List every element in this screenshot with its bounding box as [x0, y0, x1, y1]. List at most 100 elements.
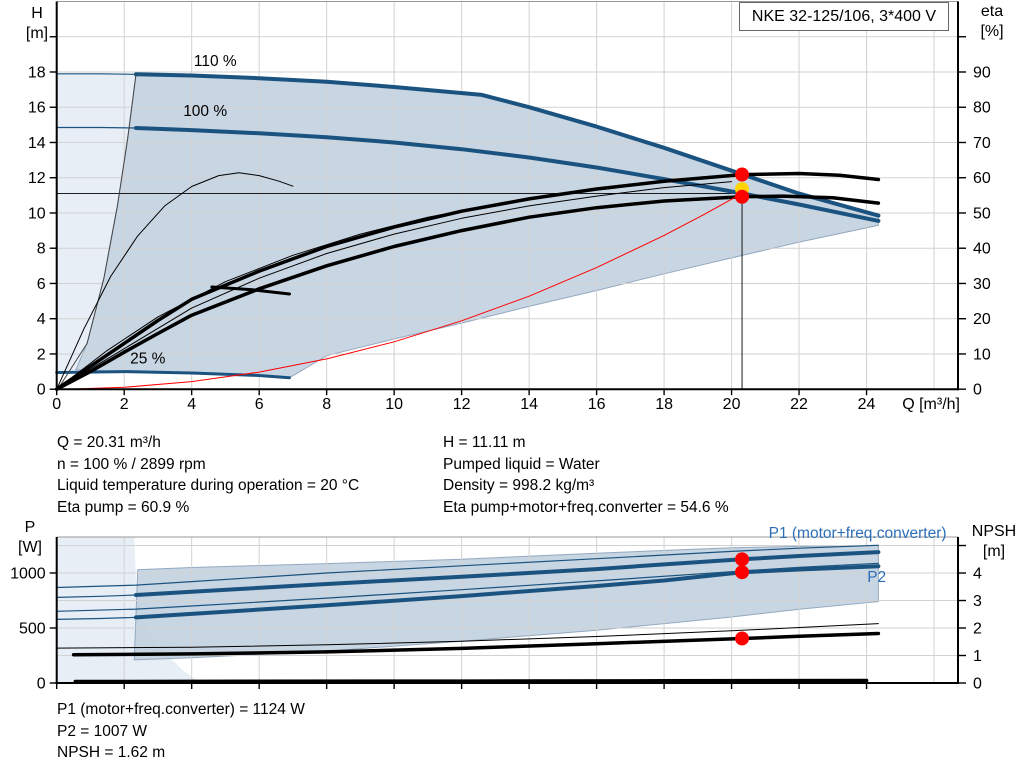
- tick-label-bottom: 14: [520, 396, 538, 413]
- curve-label: 25 %: [130, 351, 166, 368]
- eta-total-curve: [54, 194, 881, 391]
- tick-label-bottom: 24: [858, 396, 876, 413]
- tick-label-left: 6: [37, 276, 46, 293]
- detail-line: Liquid temperature during operation = 20…: [57, 477, 360, 495]
- tick-label-right: 0: [973, 676, 982, 693]
- curve-label: P1 (motor+freq.converter): [769, 525, 947, 542]
- curve-label: P2: [867, 569, 886, 586]
- curve-label: 100 %: [183, 103, 227, 120]
- p1-point: [735, 552, 750, 567]
- tick-label-right: 70: [973, 135, 991, 152]
- y-right-axis-title: [m]: [983, 543, 1005, 560]
- pump-title: NKE 32-125/106, 3*400 V: [751, 7, 937, 25]
- tick-label-right: 2: [973, 621, 982, 638]
- p2-100: [134, 564, 881, 620]
- tick-label-bottom: 6: [255, 396, 264, 413]
- y-right-axis-title: [%]: [980, 23, 1003, 40]
- tick-label-left: 500: [19, 620, 46, 637]
- p1-100: [134, 550, 881, 597]
- tick-label-right: 3: [973, 593, 982, 610]
- tick-label-right: 50: [973, 205, 991, 222]
- tick-label-right: 60: [973, 170, 991, 187]
- tick-label-left: 0: [37, 382, 46, 399]
- eta-curve-thin-2: [56, 187, 614, 390]
- eta-25-end: [210, 285, 291, 296]
- y-left-axis-title: [W]: [18, 539, 42, 556]
- tick-label-bottom: 12: [453, 396, 471, 413]
- tick-label-right: 20: [973, 311, 991, 328]
- tick-label-bottom: 10: [385, 396, 403, 413]
- duty-point: [735, 189, 750, 204]
- pump-title-box: NKE 32-125/106, 3*400 V: [739, 2, 949, 31]
- tick-label-bottom: 8: [322, 396, 331, 413]
- tick-label-right: 80: [973, 100, 991, 117]
- y-left-axis-title: [m]: [26, 25, 48, 42]
- tick-label-bottom: 4: [187, 396, 196, 413]
- p-min-speed: [73, 678, 869, 684]
- tick-label-left: 2: [37, 346, 46, 363]
- tick-label-left: 1000: [10, 565, 46, 582]
- p1-110: [56, 544, 879, 589]
- tick-label-left: 14: [28, 135, 46, 152]
- tick-label-right: 90: [973, 64, 991, 81]
- curve-label: 110 %: [194, 53, 237, 70]
- x-axis-title: Q [m³/h]: [902, 396, 960, 413]
- tick-label-bottom: 2: [120, 396, 129, 413]
- tick-label-bottom: 18: [655, 396, 673, 413]
- detail-line: H = 11.11 m: [443, 434, 526, 451]
- tick-label-right: 0: [973, 382, 982, 399]
- envelope-light: [56, 73, 137, 371]
- tick-label-left: 8: [37, 241, 46, 258]
- curve-110-min: [56, 73, 137, 75]
- npsh-100: [71, 631, 881, 657]
- y-left-axis-title: P: [25, 519, 36, 536]
- tick-label-right: 1: [973, 648, 982, 665]
- tick-label-left: 12: [28, 170, 46, 187]
- eta-25-curve: [56, 172, 294, 390]
- tick-label-right: 4: [973, 566, 982, 583]
- tick-label-bottom: 0: [52, 396, 61, 413]
- detail-line: Density = 998.2 kg/m³: [443, 477, 595, 495]
- tick-label-bottom: 22: [790, 396, 808, 413]
- npsh-110: [56, 623, 879, 649]
- system-curve: [73, 192, 743, 390]
- p2-100-min: [56, 616, 137, 620]
- duty-details-right: H = 11.11 m Pumped liquid = Water Density …: [443, 432, 729, 518]
- detail-line: P2 = 1007 W: [57, 722, 148, 740]
- y-left-axis-title: H: [31, 5, 43, 22]
- detail-line: NPSH = 1.62 m: [57, 744, 166, 762]
- duty-details-left: Q = 20.31 m³/h n = 100 % / 2899 rpm Liquid…: [57, 432, 359, 518]
- y-right-axis-title: eta: [981, 3, 1003, 20]
- tick-label-right: 40: [973, 241, 991, 258]
- curve-25: [55, 370, 291, 380]
- eta-curve-thin-1: [56, 181, 733, 390]
- curve-100-min: [56, 126, 137, 129]
- p1-100-min: [56, 594, 137, 598]
- detail-line: Pumped liquid = Water: [443, 455, 600, 473]
- tick-label-left: 4: [37, 311, 46, 328]
- tick-label-right: 30: [973, 276, 991, 293]
- eta-pump-point: [735, 167, 750, 182]
- tick-label-bottom: 20: [723, 396, 741, 413]
- power-details: P1 (motor+freq.converter) = 1124 W P2 = 1…: [57, 699, 305, 764]
- power-npsh-chart: 0 500 1000 0 1 2 3 4 P [W] NPSH [m] P1 (motor+freq.c…: [10, 519, 1016, 693]
- npsh-point: [735, 631, 750, 646]
- p2-point: [735, 565, 750, 580]
- detail-line: n = 100 % / 2899 rpm: [57, 455, 206, 473]
- detail-line: P1 (motor+freq.converter) = 1124 W: [57, 701, 305, 718]
- detail-line: Eta pump+motor+freq.converter = 54.6 %: [443, 498, 729, 516]
- tick-label-left: 18: [28, 64, 46, 81]
- tick-label-left: 0: [37, 676, 46, 693]
- tick-label-left: 10: [28, 205, 46, 222]
- detail-line: Q = 20.31 m³/h: [57, 434, 161, 451]
- eta-pump-curve: [54, 171, 881, 391]
- tick-label-left: 16: [28, 100, 46, 117]
- min-flow-boundary: [57, 73, 137, 389]
- y-right-axis-title: NPSH: [972, 523, 1016, 540]
- tick-label-bottom: 16: [588, 396, 606, 413]
- detail-line: Eta pump = 60.9 %: [57, 498, 190, 516]
- tick-label-right: 10: [973, 346, 991, 363]
